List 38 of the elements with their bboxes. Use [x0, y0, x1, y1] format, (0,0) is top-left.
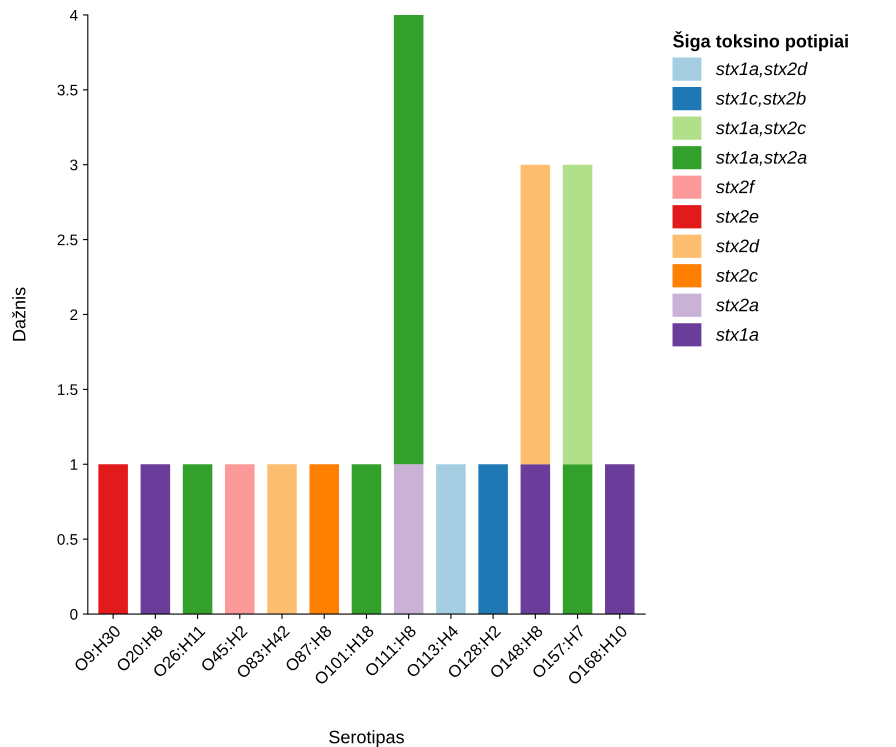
y-tick-label: 0	[70, 608, 78, 620]
bar	[520, 464, 550, 614]
legend-label: stx2a	[716, 298, 758, 312]
x-axis-title: Serotipas	[329, 730, 404, 747]
legend-title: Šiga toksino potipiai	[673, 31, 848, 52]
legend-label: stx1a,stx2c	[716, 121, 806, 136]
bar	[140, 464, 170, 614]
legend-label: stx1a,stx2a	[716, 150, 807, 166]
y-tick-label: 2	[70, 309, 78, 320]
bar	[267, 464, 297, 614]
y-tick-label: 1	[70, 459, 78, 470]
legend-label: stx1a,stx2d	[716, 62, 808, 78]
bar	[436, 464, 466, 614]
y-tick-label: 3.5	[57, 84, 78, 96]
bar	[520, 164, 550, 464]
bar	[605, 464, 635, 614]
y-tick-label: 4	[70, 10, 78, 20]
bar	[394, 14, 424, 464]
bar	[182, 464, 212, 614]
y-axis-title: Dažnis	[12, 288, 26, 341]
y-tick-label: 1.5	[58, 384, 78, 396]
bar	[394, 464, 424, 614]
legend-label: stx1a	[716, 328, 758, 341]
bar	[562, 464, 592, 614]
legend-label: stx2c	[716, 269, 758, 282]
bar	[352, 464, 382, 614]
bar	[225, 464, 255, 614]
bar	[478, 464, 508, 614]
bar	[309, 464, 340, 614]
bar	[98, 464, 128, 614]
y-tick-label: 0.5	[57, 534, 78, 545]
legend-label: stx2d	[716, 239, 760, 252]
bar	[562, 164, 592, 464]
y-tick-label: 2.5	[58, 234, 78, 246]
legend-label: stx2f	[716, 180, 756, 194]
legend-label: stx1c,stx2b	[716, 91, 806, 107]
legend-label: stx2e	[716, 210, 758, 223]
y-tick-label: 3	[70, 160, 78, 170]
